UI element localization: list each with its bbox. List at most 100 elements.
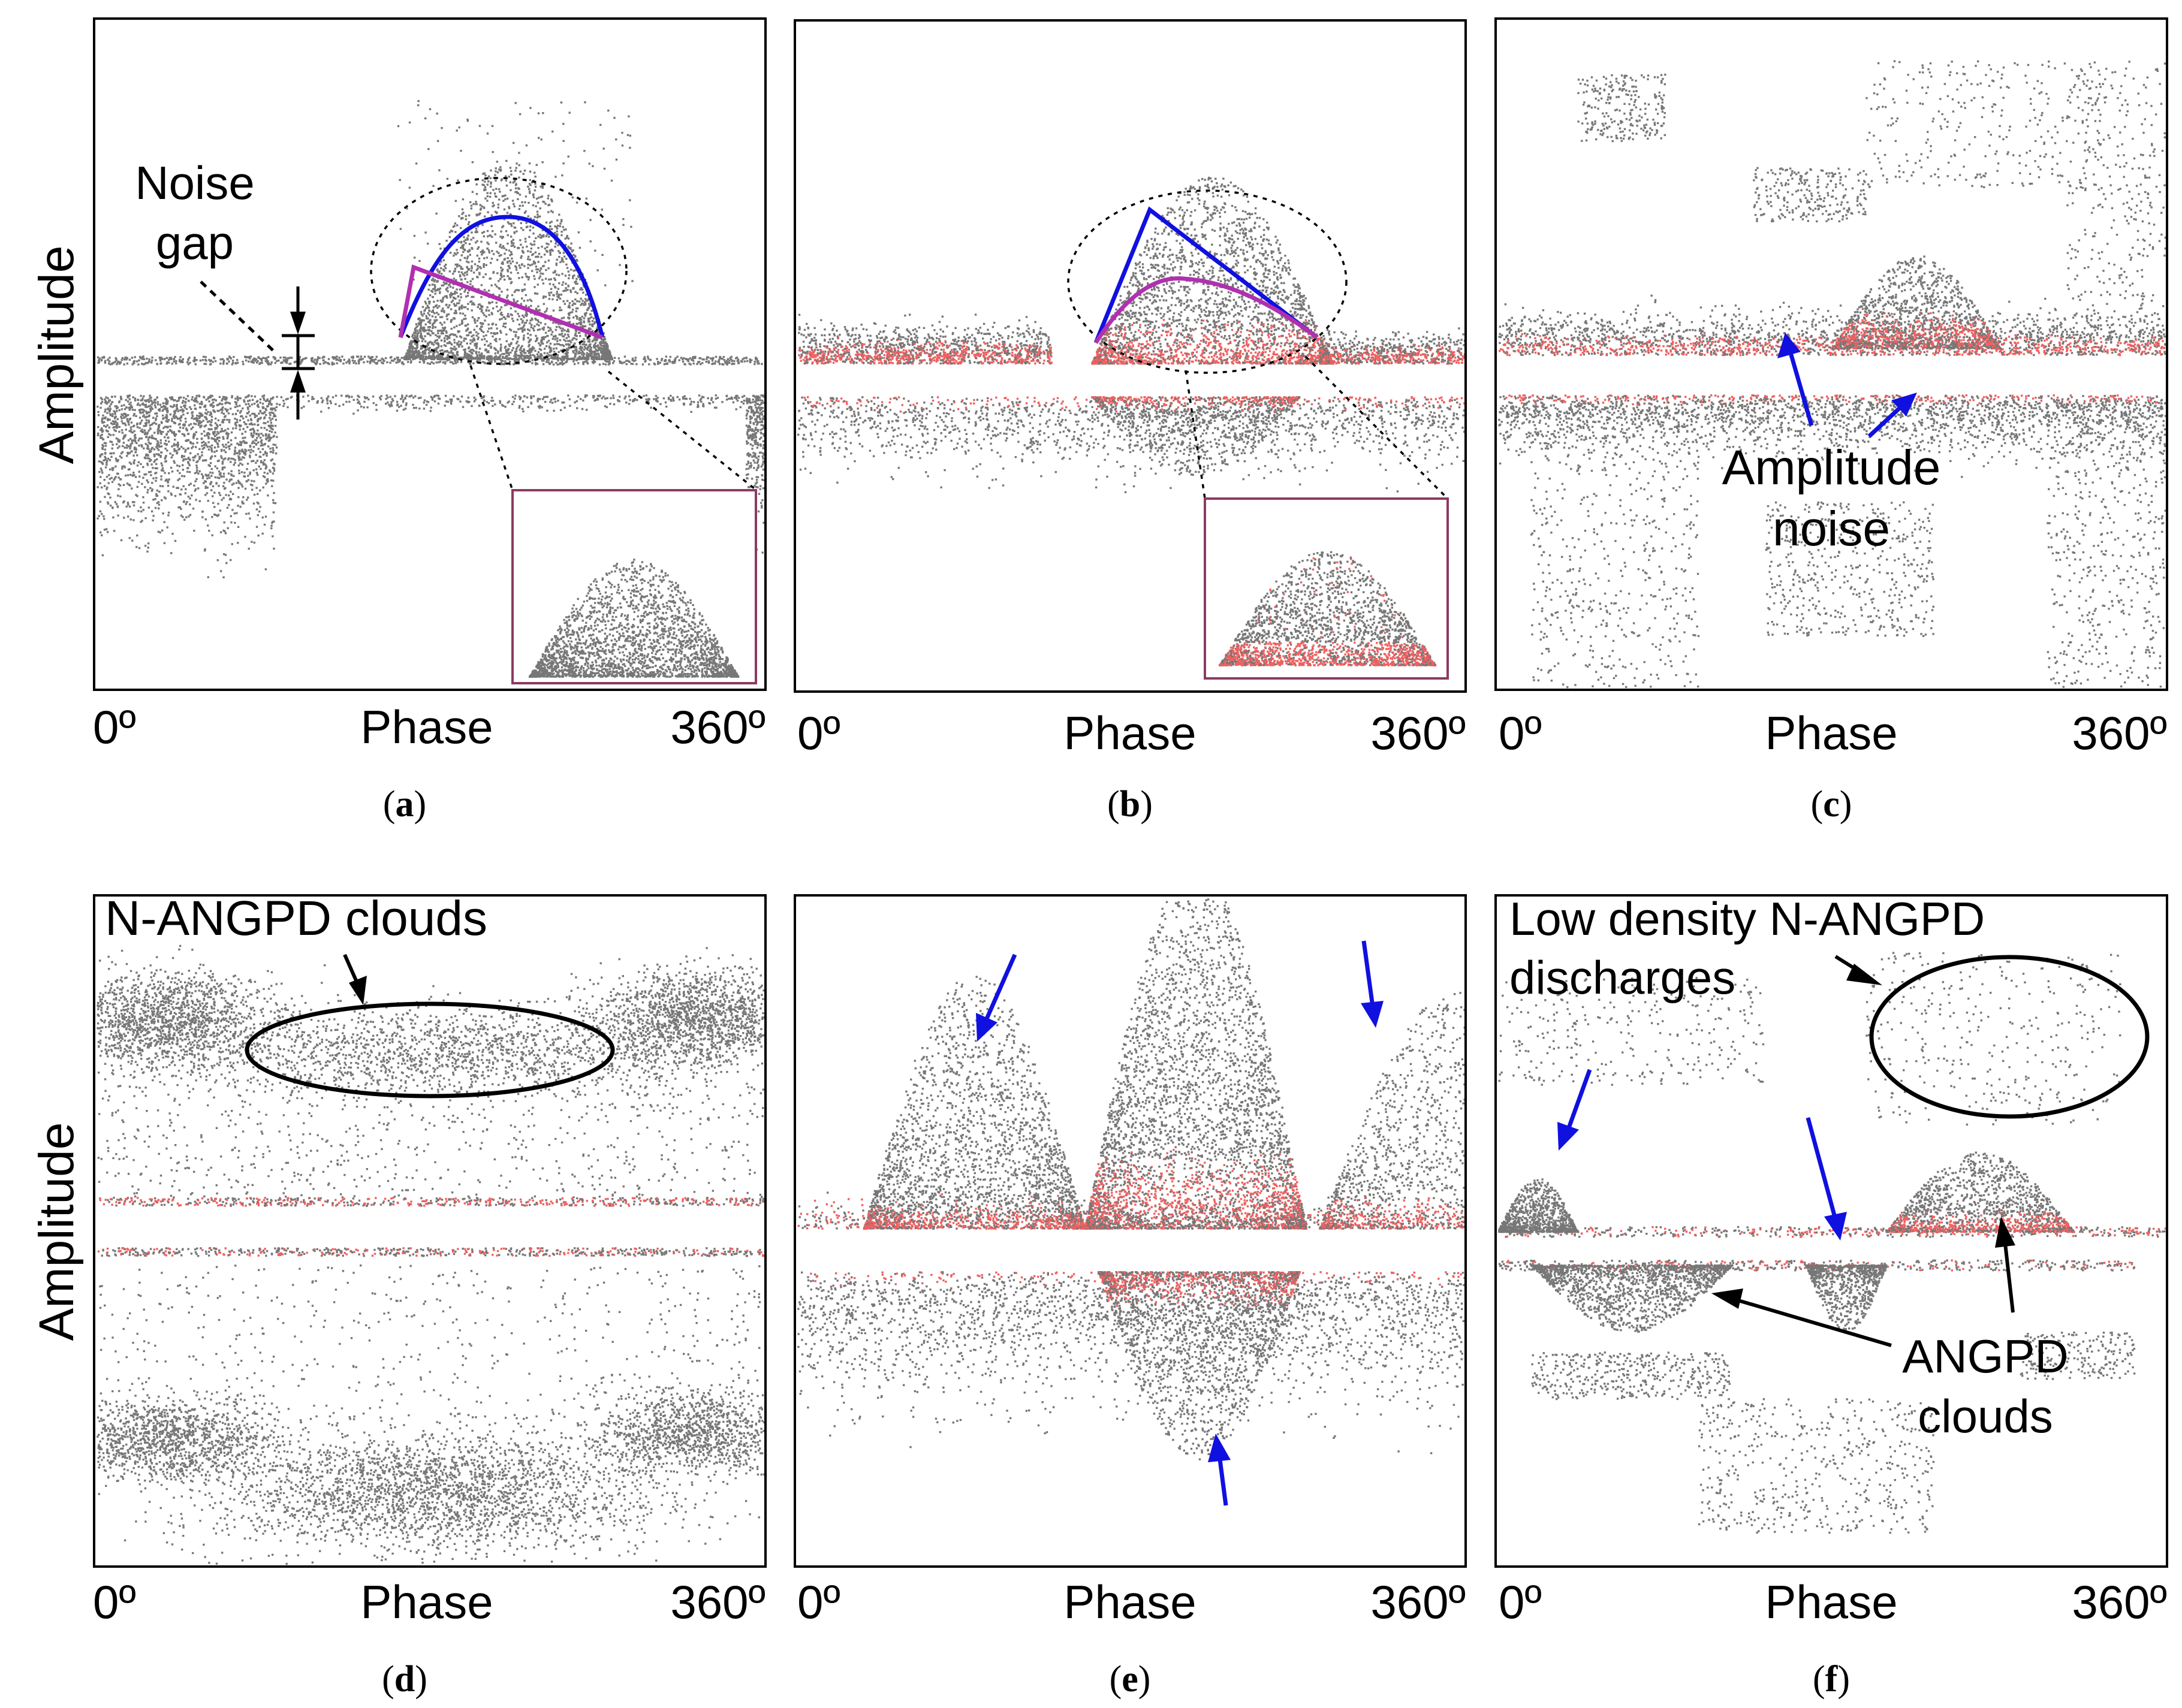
scatter-point bbox=[366, 361, 368, 363]
scatter-point bbox=[410, 360, 412, 362]
scatter-point bbox=[665, 355, 667, 357]
scatter-point bbox=[104, 362, 106, 364]
scatter-point bbox=[688, 358, 689, 360]
scatter-point bbox=[159, 360, 161, 361]
scatter-point bbox=[358, 361, 360, 363]
scatter-point bbox=[650, 359, 652, 361]
scatter-point bbox=[203, 356, 204, 358]
scatter-point bbox=[622, 362, 623, 364]
scatter-point bbox=[173, 361, 175, 363]
scatter-point bbox=[131, 357, 133, 358]
scatter-point bbox=[390, 357, 391, 358]
scatter-point bbox=[175, 360, 177, 362]
scatter-point bbox=[647, 355, 649, 357]
scatter-point bbox=[710, 357, 712, 359]
scatter-point bbox=[694, 356, 696, 358]
scatter-point bbox=[736, 357, 738, 358]
scatter-point bbox=[317, 358, 318, 360]
scatter-point bbox=[715, 356, 717, 358]
scatter-point bbox=[715, 360, 716, 362]
scatter-point bbox=[543, 363, 544, 365]
scatter-point bbox=[97, 362, 99, 364]
scatter-point bbox=[572, 360, 574, 362]
scatter-point bbox=[336, 355, 337, 357]
scatter-point bbox=[343, 359, 345, 361]
scatter-point bbox=[232, 360, 234, 361]
scatter-point bbox=[101, 360, 103, 361]
scatter-point bbox=[271, 361, 273, 363]
scatter-point bbox=[150, 361, 152, 363]
figure: Noise gap Amplitude noise N-ANGPD clouds… bbox=[0, 0, 2182, 1708]
scatter-point bbox=[433, 363, 435, 364]
scatter-point bbox=[228, 361, 230, 363]
scatter-point bbox=[442, 361, 444, 363]
scatter-point bbox=[151, 357, 153, 358]
scatter-point bbox=[235, 363, 237, 364]
scatter-point bbox=[682, 358, 683, 360]
scatter-point bbox=[122, 357, 123, 359]
scatter-point bbox=[502, 360, 504, 362]
scatter-point bbox=[531, 362, 533, 364]
scatter-point bbox=[719, 363, 721, 365]
scatter-point bbox=[138, 360, 140, 361]
scatter-point bbox=[352, 360, 354, 361]
scatter-point bbox=[242, 363, 244, 365]
scatter-point bbox=[174, 356, 176, 358]
scatter-point bbox=[254, 358, 256, 360]
scatter-point bbox=[407, 361, 409, 363]
scatter-point bbox=[613, 360, 615, 362]
scatter-point bbox=[342, 363, 344, 364]
scatter-point bbox=[670, 356, 671, 358]
scatter-point bbox=[168, 359, 170, 361]
scatter-point bbox=[212, 361, 214, 363]
scatter-point bbox=[236, 359, 238, 361]
scatter-point bbox=[161, 358, 162, 360]
scatter-point bbox=[315, 363, 317, 364]
scatter-point bbox=[577, 362, 579, 364]
scatter-point bbox=[379, 360, 381, 361]
scatter-point bbox=[706, 356, 708, 358]
scatter-point bbox=[202, 359, 204, 361]
scatter-point bbox=[319, 363, 321, 365]
scatter-point bbox=[635, 357, 637, 358]
scatter-point bbox=[143, 358, 145, 360]
scatter-point bbox=[450, 361, 451, 363]
scatter-point bbox=[378, 360, 379, 361]
scatter-point bbox=[348, 363, 350, 364]
scatter-point bbox=[146, 358, 147, 360]
scatter-point bbox=[123, 358, 125, 360]
scatter-point bbox=[707, 361, 709, 363]
scatter-point bbox=[457, 361, 459, 363]
scatter-point bbox=[245, 360, 247, 361]
scatter-point bbox=[460, 361, 462, 363]
scatter-point bbox=[754, 363, 755, 365]
scatter-point bbox=[733, 360, 735, 362]
scatter-point bbox=[275, 362, 276, 364]
scatter-point bbox=[674, 357, 676, 359]
scatter-point bbox=[97, 357, 99, 358]
scatter-point bbox=[504, 360, 506, 362]
scatter-point bbox=[195, 359, 197, 361]
scatter-point bbox=[701, 362, 703, 364]
scatter-point bbox=[104, 360, 106, 362]
scatter-point bbox=[159, 363, 161, 364]
scatter-point bbox=[602, 363, 604, 364]
scatter-point bbox=[186, 361, 188, 363]
scatter-point bbox=[155, 359, 156, 361]
scatter-point bbox=[363, 361, 364, 363]
scatter-point bbox=[242, 361, 243, 363]
scatter-point bbox=[284, 357, 286, 358]
scatter-point bbox=[270, 363, 272, 365]
scatter-point bbox=[159, 358, 161, 360]
scatter-point bbox=[761, 363, 763, 365]
scatter-point bbox=[136, 360, 138, 362]
scatter-point bbox=[746, 360, 748, 362]
scatter-point bbox=[712, 360, 713, 361]
scatter-point bbox=[419, 361, 421, 363]
scatter-point bbox=[623, 361, 625, 363]
scatter-point bbox=[682, 361, 684, 363]
scatter-point bbox=[151, 360, 153, 361]
scatter-point bbox=[175, 363, 177, 364]
scatter-point bbox=[605, 363, 607, 365]
scatter-point bbox=[608, 363, 610, 364]
